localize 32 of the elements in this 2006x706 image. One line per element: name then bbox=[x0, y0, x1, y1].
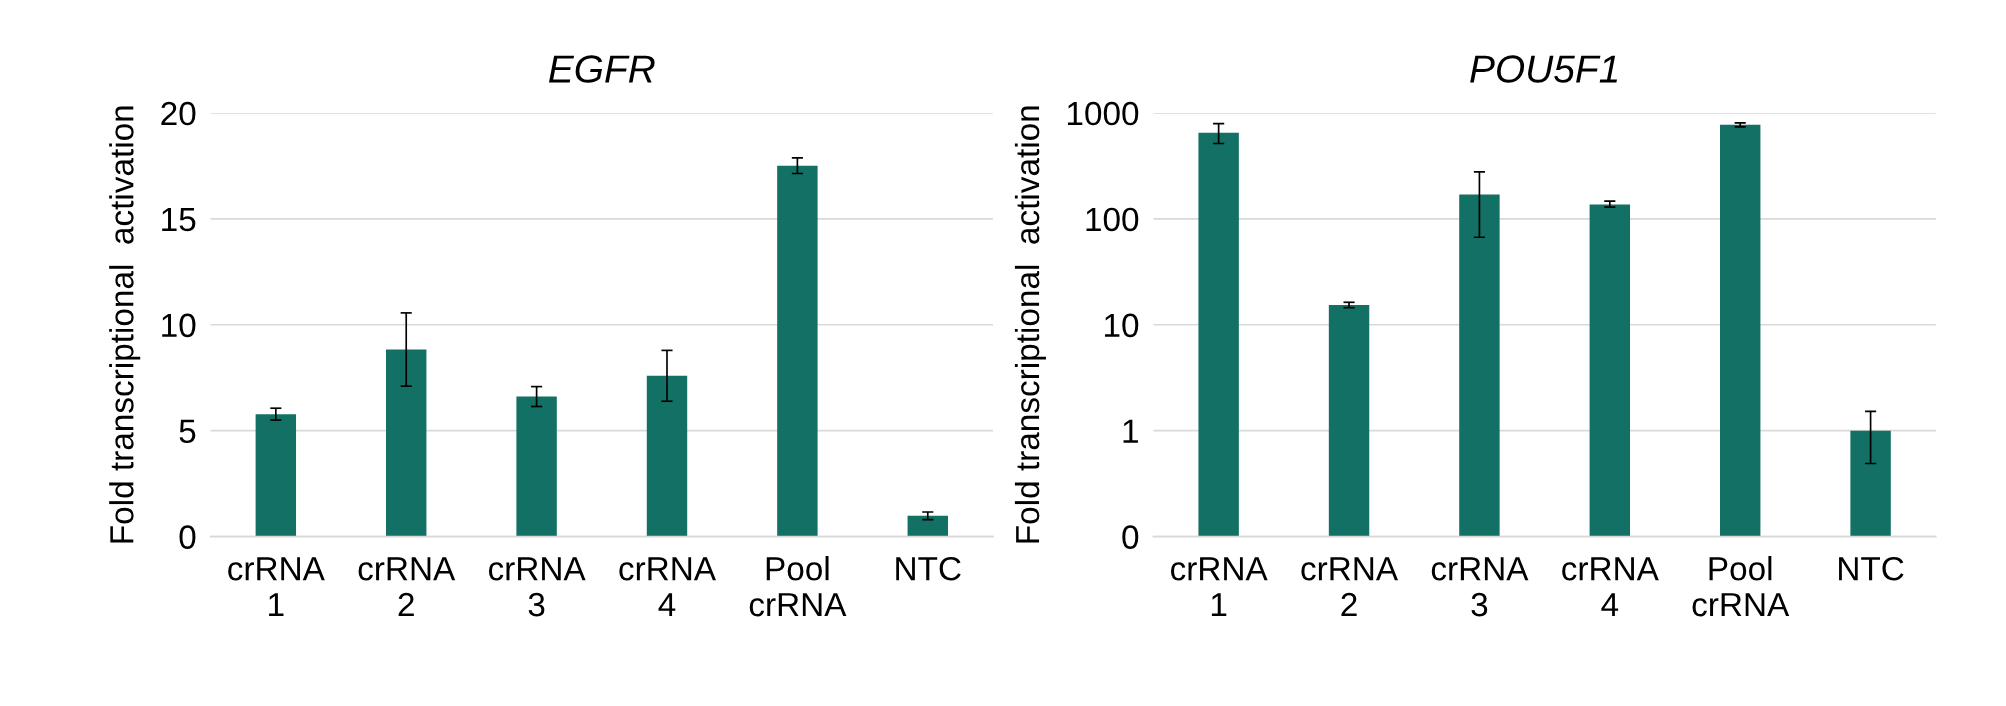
bar bbox=[777, 165, 818, 537]
x-tick-label: crRNA 4 bbox=[619, 557, 716, 617]
x-tick-label: Pool crRNA bbox=[1692, 556, 1790, 617]
chart-title: EGFR bbox=[548, 55, 655, 83]
y-tick-label: 15 bbox=[162, 208, 196, 232]
x-tick-label: crRNA 3 bbox=[1431, 557, 1529, 617]
y-tick-label: 1000 bbox=[1067, 101, 1139, 126]
y-tick-label: 100 bbox=[1086, 207, 1139, 232]
bar bbox=[255, 414, 297, 537]
y-tick-label: 10 bbox=[1105, 313, 1139, 338]
x-tick-label: crRNA 1 bbox=[228, 557, 325, 617]
x-tick-label: crRNA 4 bbox=[1562, 557, 1659, 617]
y-tick-label: 1 bbox=[1123, 419, 1138, 443]
x-tick-label: crRNA 1 bbox=[1170, 557, 1268, 617]
bar bbox=[646, 375, 688, 537]
y-tick-label: 5 bbox=[179, 419, 196, 444]
bar bbox=[907, 515, 948, 537]
x-tick-label: crRNA 2 bbox=[1301, 557, 1399, 617]
x-tick-label: NTC bbox=[896, 556, 961, 581]
x-tick-label: crRNA 2 bbox=[358, 557, 456, 617]
bar bbox=[516, 396, 557, 537]
y-tick-label: 10 bbox=[162, 313, 196, 338]
y-tick-label: 20 bbox=[161, 101, 196, 126]
x-tick-label: Pool crRNA bbox=[749, 556, 847, 617]
y-tick-label: 0 bbox=[179, 525, 196, 549]
bar bbox=[386, 349, 427, 537]
x-tick-label: crRNA 3 bbox=[488, 557, 586, 617]
y-axis-title: Fold transcriptional activation bbox=[1014, 106, 1046, 543]
y-axis-title: Fold transcriptional activation bbox=[109, 106, 141, 543]
y-tick-label: 0 bbox=[1122, 525, 1139, 549]
x-tick-label: NTC bbox=[1839, 556, 1904, 581]
chart-title: POU5F1 bbox=[1470, 55, 1617, 83]
